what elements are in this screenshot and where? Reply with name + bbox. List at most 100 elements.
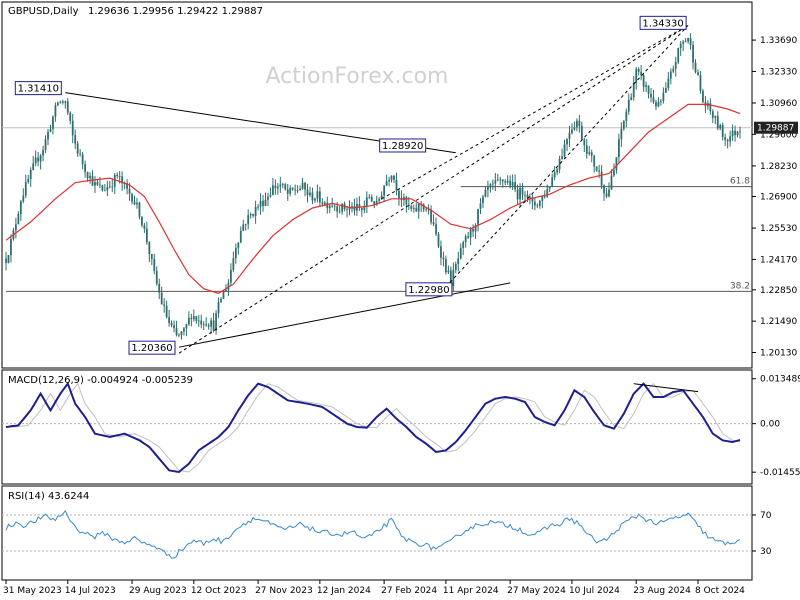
candle-body (237, 242, 240, 248)
candle-body (229, 269, 232, 283)
candle-body (178, 334, 180, 336)
candle-body (672, 68, 675, 72)
candle-body (689, 38, 692, 45)
candle-body (561, 156, 563, 159)
candle-body (546, 188, 549, 197)
candle-body (652, 97, 655, 103)
candle-body (573, 127, 576, 130)
candle-body (739, 131, 741, 133)
candle-body (267, 196, 269, 200)
price-annotation-label: 1.20360 (131, 343, 172, 354)
candle-body (452, 269, 455, 286)
channel-line (381, 24, 689, 200)
moving-average-line (5, 103, 741, 294)
candle-body (360, 208, 363, 211)
candle-body (296, 190, 299, 191)
date-tick-label: 11 Apr 2024 (443, 586, 499, 596)
candle-body (674, 62, 677, 69)
candle-body (410, 205, 413, 209)
candle-body (447, 270, 450, 273)
price-annotation-box (639, 15, 687, 30)
candle-body (311, 192, 314, 201)
date-tick-label: 31 May 2023 (3, 586, 62, 596)
candle-body (469, 229, 472, 238)
candle-body (111, 186, 114, 188)
candle-body (593, 155, 596, 167)
candle-body (627, 100, 630, 112)
candle-body (605, 193, 608, 197)
candle-body (128, 188, 131, 194)
price-tick-label: 1.22850 (760, 286, 797, 296)
candle-body (734, 130, 736, 135)
candle-body (578, 120, 581, 127)
candle-body (44, 139, 47, 151)
candle-body (10, 239, 12, 256)
channel-line (178, 24, 689, 354)
candle-body (449, 270, 452, 286)
candle-body (415, 207, 418, 212)
candle-body (383, 185, 386, 196)
candle-body (499, 179, 502, 181)
candle-body (585, 145, 588, 154)
candle-body (281, 184, 284, 186)
candle-body (341, 203, 344, 212)
candle-body (533, 201, 536, 206)
trend-line (178, 282, 511, 348)
candle-body (622, 121, 625, 129)
candle-body (81, 154, 84, 165)
candle-body (279, 184, 282, 187)
candle-body (454, 263, 457, 270)
candle-body (89, 175, 91, 179)
price-annotation-box (405, 282, 453, 297)
candle-body (52, 116, 54, 129)
candle-body (239, 230, 242, 243)
candle-body (141, 216, 143, 226)
candle-body (731, 130, 734, 137)
fib-level-label: 61.8 (730, 177, 750, 187)
candle-body (168, 317, 171, 323)
candle-body (615, 157, 618, 171)
date-tick-label: 27 Nov 2023 (255, 586, 313, 596)
date-tick-label: 8 Oct 2024 (695, 586, 745, 596)
candle-body (346, 209, 348, 211)
candle-body (195, 316, 198, 321)
candle-body (99, 184, 101, 186)
candle-body (252, 214, 255, 216)
candle-body (96, 182, 99, 185)
candle-body (247, 215, 250, 225)
candle-body (148, 242, 151, 255)
candle-body (170, 322, 173, 326)
candle-body (467, 236, 470, 238)
candle-body (496, 179, 499, 181)
candle-body (524, 194, 526, 196)
candle-body (378, 199, 381, 201)
candle-body (504, 181, 507, 183)
candle-body (657, 101, 660, 107)
candle-body (5, 258, 7, 263)
candle-body (365, 197, 368, 207)
candle-body (432, 222, 435, 225)
price-annotation-box (379, 138, 427, 153)
price-tick-label: 1.29600 (760, 130, 797, 140)
candle-body (197, 320, 200, 322)
fib-level-label: 38.2 (730, 281, 750, 291)
candle-body (363, 206, 366, 211)
date-tick-label: 27 May 2024 (507, 586, 566, 596)
watermark: ActionForex.com (266, 64, 449, 89)
candle-body (694, 62, 697, 73)
candle-body (474, 225, 477, 232)
candle-body (276, 186, 279, 189)
candle-body (610, 175, 613, 190)
candle-body (150, 254, 153, 259)
candle-body (328, 205, 331, 209)
candle-body (506, 180, 509, 183)
candle-body (571, 129, 573, 133)
candle-body (393, 175, 395, 180)
candle-body (133, 201, 136, 205)
candle-body (726, 139, 729, 142)
candle-body (220, 298, 222, 303)
candle-body (262, 200, 264, 206)
ohlc-readout: 1.29636 1.29956 1.29422 1.29887 (88, 6, 263, 17)
price-tick-label: 1.25530 (760, 224, 797, 234)
